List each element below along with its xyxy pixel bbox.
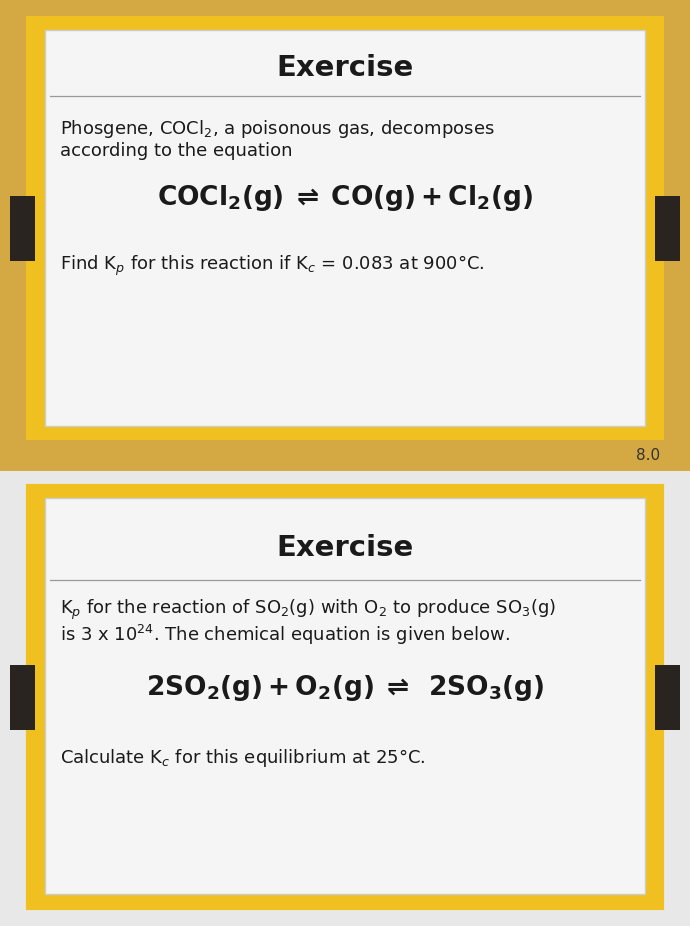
Bar <box>0 471 690 926</box>
Bar <box>655 665 680 730</box>
Bar <box>0 0 690 471</box>
Text: 8.0: 8.0 <box>636 448 660 464</box>
Bar <box>28 486 662 908</box>
Text: K$_p$ for the reaction of SO$_2$(g) with O$_2$ to produce SO$_3$(g): K$_p$ for the reaction of SO$_2$(g) with… <box>60 598 556 622</box>
Bar <box>10 665 35 730</box>
Text: is 3 x 10$^{24}$. The chemical equation is given below.: is 3 x 10$^{24}$. The chemical equation … <box>60 623 510 647</box>
Bar <box>28 18 662 438</box>
Text: $\mathbf{2SO_2(g)+O_2(g)\;\rightleftharpoons\;\;2SO_3(g)}$: $\mathbf{2SO_2(g)+O_2(g)\;\rightleftharp… <box>146 673 544 703</box>
Bar <box>45 498 645 894</box>
Text: according to the equation: according to the equation <box>60 142 293 160</box>
Text: Phosgene, COCl$_2$, a poisonous gas, decomposes: Phosgene, COCl$_2$, a poisonous gas, dec… <box>60 118 495 140</box>
Text: $\mathbf{COCl_2(g)\;\rightleftharpoons\;CO(g)+Cl_2(g)}$: $\mathbf{COCl_2(g)\;\rightleftharpoons\;… <box>157 183 533 213</box>
Bar <box>45 30 645 426</box>
Text: Exercise: Exercise <box>277 54 413 82</box>
Bar <box>10 195 35 260</box>
Text: Calculate K$_c$ for this equilibrium at 25°C.: Calculate K$_c$ for this equilibrium at … <box>60 747 426 769</box>
Text: Find K$_p$ for this reaction if K$_c$ = 0.083 at 900°C.: Find K$_p$ for this reaction if K$_c$ = … <box>60 254 484 278</box>
Text: Exercise: Exercise <box>277 534 413 562</box>
Bar <box>655 195 680 260</box>
